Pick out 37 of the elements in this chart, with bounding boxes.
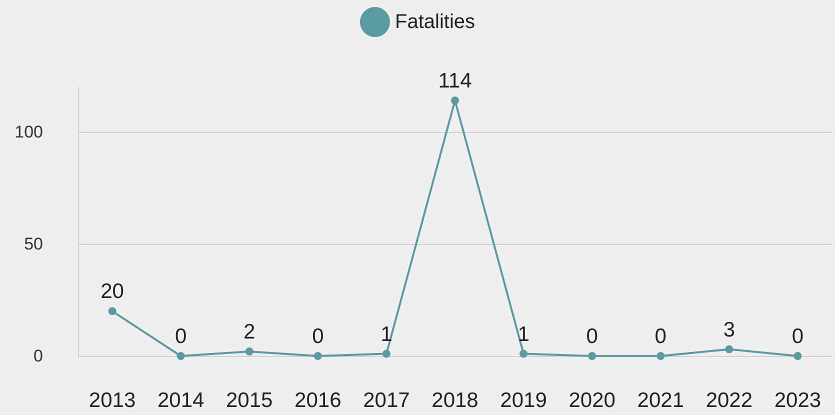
x-tick-label: 2014 [157, 389, 204, 412]
x-tick-label: 2021 [637, 389, 684, 412]
data-label: 0 [792, 325, 804, 348]
x-tick-label: 2023 [774, 389, 822, 412]
legend-label: Fatalities [394, 11, 476, 33]
point [520, 350, 528, 358]
data-label: 0 [654, 325, 666, 348]
x-tick-label: 2018 [432, 389, 478, 412]
y-tick-label: 0 [34, 346, 43, 366]
data-label: 0 [174, 325, 187, 348]
point [725, 345, 734, 354]
x-tick-label: 2015 [226, 389, 273, 412]
data-label: 0 [312, 325, 324, 348]
point [451, 96, 459, 104]
point [656, 352, 665, 360]
x-tick-label: 2019 [500, 389, 547, 412]
x-tick-label: 2022 [706, 389, 753, 412]
data-label: 3 [723, 318, 736, 342]
data-label: 114 [438, 69, 472, 92]
point [245, 348, 254, 356]
x-tick-label: 2016 [294, 389, 342, 412]
data-label: 1 [518, 322, 530, 346]
point [382, 350, 390, 358]
data-label: 20 [100, 280, 124, 304]
data-label: 0 [586, 325, 598, 348]
x-tick-label: 2013 [88, 389, 136, 412]
data-label: 2 [244, 320, 256, 344]
point [314, 352, 322, 360]
y-tick-label: 50 [24, 234, 43, 254]
point [588, 352, 596, 360]
data-label: 1 [380, 322, 392, 346]
point [176, 352, 185, 360]
point [108, 307, 116, 316]
x-tick-label: 2017 [363, 389, 410, 412]
point [794, 352, 802, 360]
y-tick-label: 100 [14, 122, 43, 142]
x-tick-label: 2020 [568, 389, 616, 412]
